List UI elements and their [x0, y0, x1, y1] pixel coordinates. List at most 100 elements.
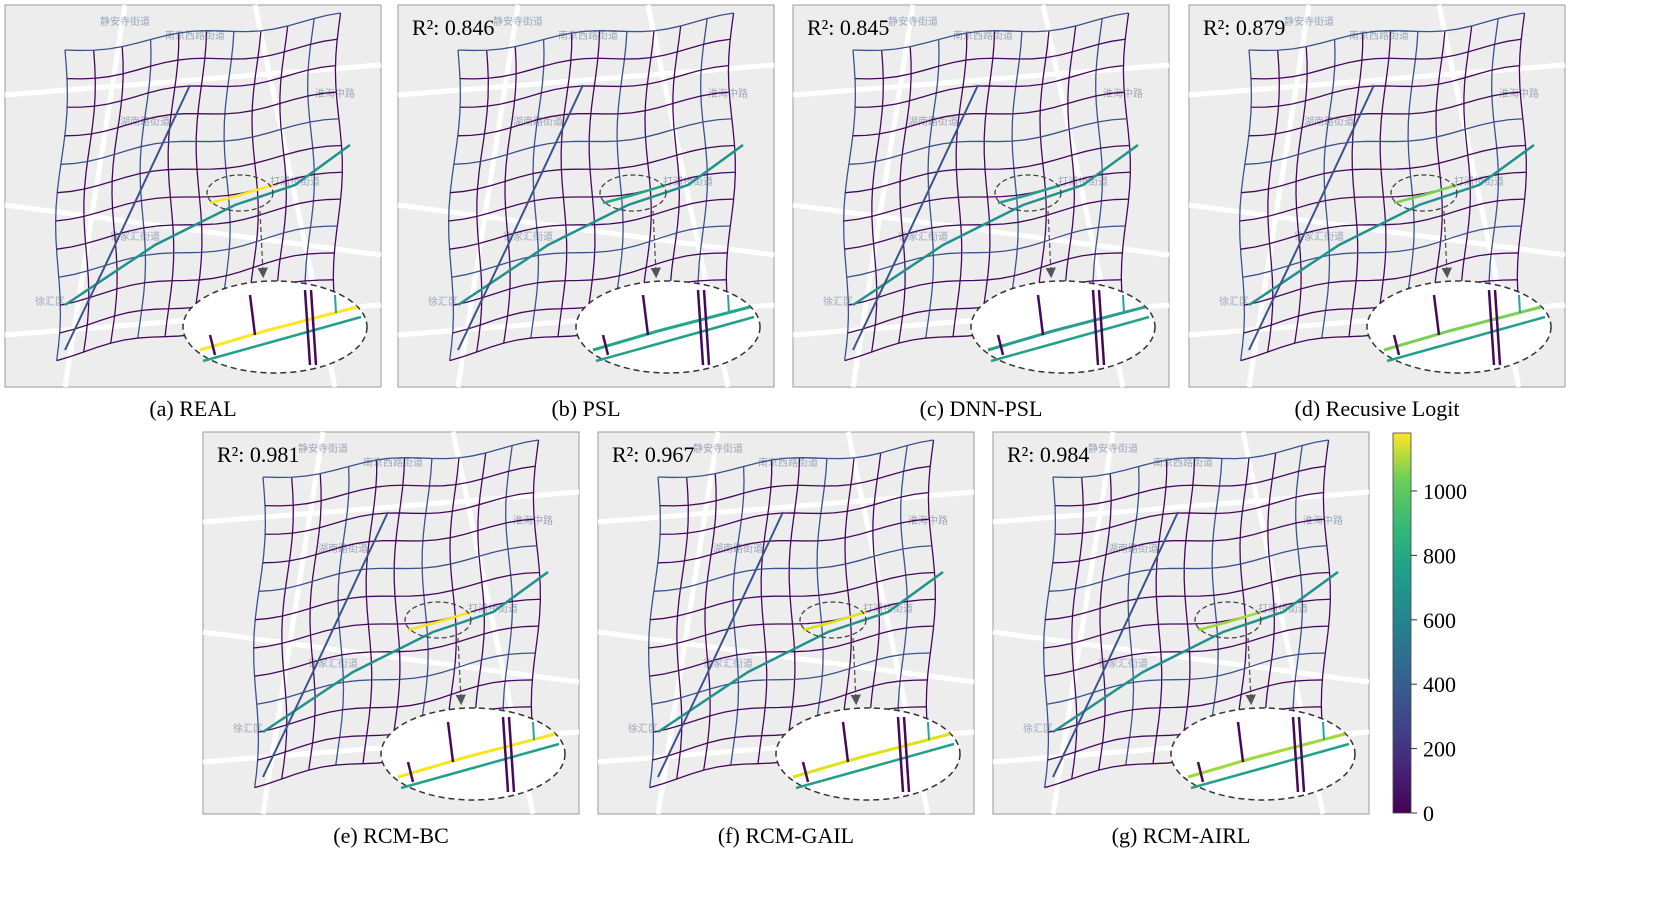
- road: [445, 457, 460, 747]
- road: [110, 46, 124, 344]
- road: [1240, 198, 1525, 250]
- road: [389, 457, 406, 762]
- road: [657, 439, 934, 479]
- zoom-road: [1432, 294, 1441, 336]
- road: [1046, 652, 1326, 705]
- road: [258, 545, 537, 592]
- zoom-road: [792, 732, 951, 779]
- zoom-road: [592, 305, 751, 352]
- road: [191, 30, 208, 335]
- road: [1321, 39, 1336, 339]
- basemap-road: [850, 4, 916, 388]
- road: [60, 118, 339, 165]
- road: [335, 466, 350, 766]
- zoom-road: [1297, 716, 1306, 793]
- zoom-arrow: [650, 210, 661, 279]
- road: [1460, 25, 1473, 312]
- road: [650, 571, 935, 621]
- road: [1064, 25, 1077, 312]
- road: [449, 198, 734, 250]
- zoom-road: [1091, 289, 1100, 366]
- zoom-road: [1236, 721, 1245, 763]
- road: [265, 465, 536, 507]
- road: [417, 458, 433, 756]
- colorbar-tick-label: 1000: [1423, 479, 1467, 504]
- map-label: 打浦桥街道: [1454, 175, 1504, 188]
- road: [1052, 439, 1329, 479]
- zoom-arrow: [1441, 210, 1452, 279]
- road: [265, 491, 534, 535]
- road: [453, 252, 728, 306]
- colorbar-tick-label: 400: [1423, 672, 1456, 697]
- map-label: 湖南路街道: [318, 542, 368, 555]
- diagonal-road: [852, 84, 979, 351]
- road: [1292, 445, 1304, 735]
- panel-caption: (e) RCM-BC: [333, 823, 449, 848]
- road: [1242, 225, 1522, 278]
- zoom-road: [1187, 732, 1346, 779]
- zoom-road: [996, 334, 1005, 356]
- road: [653, 679, 928, 733]
- zoom-road: [532, 721, 535, 741]
- road: [450, 144, 735, 194]
- road: [897, 445, 909, 735]
- road: [843, 171, 1131, 222]
- zoom-road: [801, 761, 810, 783]
- road: [262, 439, 539, 479]
- zoom-road: [987, 305, 1146, 352]
- map-label: 淮海中路: [708, 87, 748, 100]
- road: [1251, 38, 1522, 80]
- zoom-road: [199, 305, 358, 352]
- road: [757, 459, 773, 764]
- zoom-road: [406, 761, 415, 783]
- road: [1035, 30, 1050, 320]
- map-label: 淮海中路: [1103, 87, 1143, 100]
- colorbar-tick-label: 200: [1423, 737, 1456, 762]
- road: [869, 452, 882, 739]
- road: [460, 38, 731, 80]
- road: [67, 64, 336, 108]
- road: [451, 225, 731, 278]
- basemap-road: [597, 629, 975, 685]
- zoom-road: [1386, 315, 1546, 363]
- panel-caption: (b) PSL: [551, 396, 620, 421]
- zoom-road: [990, 315, 1150, 363]
- map-label: 淮海中路: [1499, 87, 1539, 100]
- zoom-road: [595, 315, 755, 363]
- road: [640, 30, 655, 320]
- road: [1125, 466, 1140, 766]
- road: [842, 49, 857, 361]
- diagonal-road: [64, 84, 191, 351]
- zoom-road: [1097, 289, 1106, 366]
- r2-label: R²: 0.984: [1007, 442, 1089, 467]
- road: [60, 252, 335, 306]
- map-label: 静安寺街道: [493, 15, 543, 28]
- r2-label: R²: 0.845: [807, 15, 889, 40]
- map-label: 徐汇区: [233, 722, 263, 735]
- colorbar: [1392, 432, 1412, 814]
- road: [812, 458, 828, 756]
- road: [256, 652, 536, 705]
- road: [308, 473, 322, 771]
- basemap-road: [260, 431, 326, 815]
- zoom-road: [507, 716, 516, 793]
- road: [725, 12, 736, 307]
- segment-highlight: [209, 183, 274, 205]
- road: [1264, 452, 1277, 739]
- diagonal-road: [1052, 511, 1179, 778]
- diagonal-road: [657, 511, 784, 778]
- basemap-road: [792, 202, 1170, 258]
- zoom-arrow: [1045, 210, 1056, 279]
- map-label: 打浦桥街道: [468, 602, 518, 615]
- map-label: 徐汇区: [35, 295, 65, 308]
- road: [1179, 457, 1196, 762]
- map-label: 淮海中路: [315, 87, 355, 100]
- road: [1044, 625, 1329, 677]
- road: [1048, 545, 1327, 592]
- road: [844, 198, 1129, 250]
